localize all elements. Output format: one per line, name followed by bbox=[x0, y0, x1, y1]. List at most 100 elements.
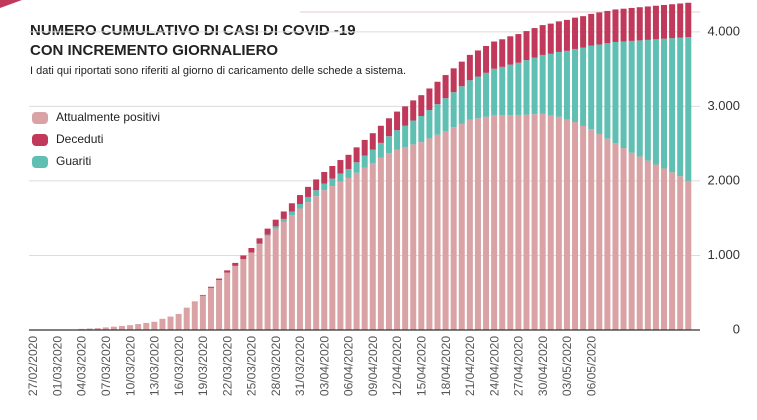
bar-segment bbox=[199, 294, 206, 296]
bar-segment bbox=[466, 80, 473, 120]
bar-segment bbox=[539, 113, 546, 331]
corner-decoration bbox=[0, 0, 22, 8]
bar-segment bbox=[143, 322, 150, 330]
bar-segment bbox=[402, 147, 409, 330]
bar-segment bbox=[232, 265, 239, 330]
bar-segment bbox=[296, 208, 303, 330]
bar-segment bbox=[321, 190, 328, 330]
bar-segment bbox=[628, 40, 635, 153]
bar-segment bbox=[580, 16, 587, 48]
x-tick-label: 03/04/2020 bbox=[317, 336, 331, 396]
bar-segment bbox=[272, 228, 279, 330]
bar-segment bbox=[685, 37, 692, 181]
bar-segment bbox=[669, 38, 676, 173]
bar-segment bbox=[361, 139, 368, 156]
bar-segment bbox=[110, 326, 117, 330]
bar-segment bbox=[620, 148, 627, 330]
bar-segment bbox=[256, 244, 263, 330]
bar-segment bbox=[385, 118, 392, 137]
bar-segment bbox=[652, 39, 659, 165]
bar-segment bbox=[563, 50, 570, 120]
bar-segment bbox=[588, 13, 595, 46]
bar-segment bbox=[580, 125, 587, 331]
bar-segment bbox=[636, 40, 643, 157]
bar-segment bbox=[442, 130, 449, 330]
bar-segment bbox=[240, 259, 247, 330]
x-tick-label: 07/03/2020 bbox=[99, 336, 113, 396]
bar-segment bbox=[248, 252, 255, 330]
bar-segment bbox=[563, 119, 570, 330]
bar-segment bbox=[216, 280, 223, 330]
bar-segment bbox=[305, 196, 312, 203]
bar-segment bbox=[555, 116, 562, 330]
bar-segment bbox=[402, 106, 409, 126]
x-tick-label: 25/03/2020 bbox=[245, 336, 259, 396]
bar-segment bbox=[499, 66, 506, 116]
bar-segment bbox=[175, 313, 182, 330]
bar-segment bbox=[264, 234, 271, 237]
bar-segment bbox=[410, 120, 417, 145]
x-tick-label: 04/03/2020 bbox=[75, 336, 89, 396]
bar-segment bbox=[159, 318, 166, 330]
bar-segment bbox=[402, 125, 409, 148]
y-tick-label: 1.000 bbox=[707, 247, 740, 262]
bar-segment bbox=[515, 34, 522, 63]
bar-segment bbox=[426, 110, 433, 139]
bar-segment bbox=[434, 81, 441, 105]
bar-segment bbox=[491, 41, 498, 69]
bar-segment bbox=[442, 75, 449, 99]
bar-segment bbox=[685, 2, 692, 38]
bar-segment bbox=[636, 7, 643, 41]
bar-segment bbox=[216, 278, 223, 281]
bar-segment bbox=[523, 31, 530, 61]
bar-segment bbox=[555, 21, 562, 52]
bar-segment bbox=[296, 204, 303, 209]
y-tick-label: 4.000 bbox=[707, 23, 740, 38]
bar-segment bbox=[661, 4, 668, 39]
y-tick-label: 0 bbox=[733, 321, 740, 336]
bar-segment bbox=[531, 28, 538, 58]
x-tick-label: 13/03/2020 bbox=[148, 336, 162, 396]
bar-segment bbox=[313, 179, 320, 191]
bar-segment bbox=[442, 98, 449, 131]
bar-segment bbox=[596, 44, 603, 134]
bar-segment bbox=[531, 114, 538, 330]
bar-segment bbox=[563, 19, 570, 51]
bar-segment bbox=[620, 41, 627, 149]
bar-segment bbox=[677, 3, 684, 38]
bar-segment bbox=[628, 152, 635, 330]
bar-segment bbox=[385, 136, 392, 154]
bar-segment bbox=[321, 171, 328, 184]
bar-segment bbox=[483, 45, 490, 73]
bar-segment bbox=[580, 47, 587, 126]
x-tick-label: 03/05/2020 bbox=[560, 336, 574, 396]
bar-segment bbox=[151, 321, 158, 330]
bar-segment bbox=[588, 45, 595, 130]
bar-segment bbox=[644, 160, 651, 330]
bar-segment bbox=[458, 86, 465, 124]
bar-segment bbox=[466, 119, 473, 330]
bar-segment bbox=[102, 327, 109, 330]
bar-segment bbox=[377, 142, 384, 158]
bar-segment bbox=[483, 116, 490, 330]
bar-segment bbox=[515, 62, 522, 115]
x-tick-label: 31/03/2020 bbox=[293, 336, 307, 396]
bar-segment bbox=[280, 218, 287, 222]
bar-segment bbox=[264, 228, 271, 235]
bar-segment bbox=[207, 287, 214, 330]
bar-segment bbox=[248, 248, 255, 253]
bar-segment bbox=[288, 211, 295, 216]
bar-segment bbox=[515, 114, 522, 330]
bar-segment bbox=[596, 12, 603, 45]
bar-segment bbox=[418, 116, 425, 143]
bar-segment bbox=[394, 149, 401, 330]
bar-segment bbox=[394, 130, 401, 150]
bar-segment bbox=[620, 8, 627, 42]
bar-segment bbox=[523, 114, 530, 331]
chart-title: NUMERO CUMULATIVO DI CASI DI COVID -19 bbox=[30, 22, 356, 39]
bar-segment bbox=[167, 316, 174, 330]
bar-segment bbox=[345, 168, 352, 178]
bar-segment bbox=[305, 202, 312, 330]
chart-subtitle: I dati qui riportati sono riferiti al gi… bbox=[30, 65, 406, 77]
bar-segment bbox=[272, 219, 279, 227]
